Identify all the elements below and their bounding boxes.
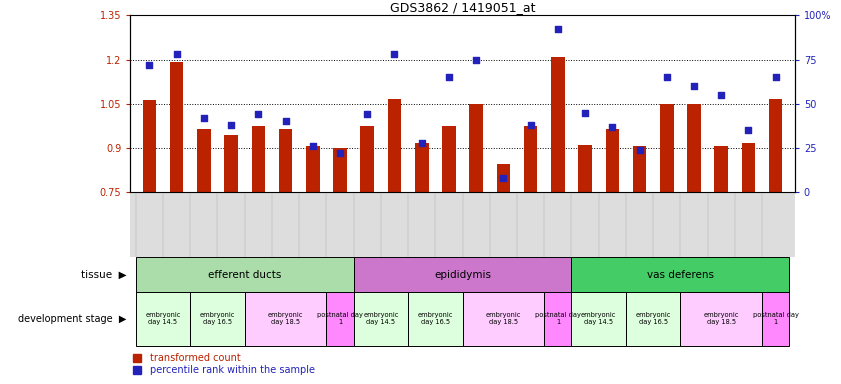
Point bbox=[333, 150, 346, 156]
Point bbox=[742, 127, 755, 133]
Text: postnatal day
1: postnatal day 1 bbox=[535, 312, 581, 325]
Bar bbox=[769, 99, 782, 192]
Bar bbox=[606, 129, 619, 192]
Bar bbox=[353, 257, 572, 292]
Text: embryonic
day 14.5: embryonic day 14.5 bbox=[145, 312, 181, 325]
Bar bbox=[415, 143, 429, 192]
Bar bbox=[190, 292, 245, 346]
Point bbox=[197, 115, 210, 121]
Bar bbox=[632, 146, 647, 192]
Bar bbox=[353, 292, 408, 346]
Bar bbox=[278, 129, 293, 192]
Bar bbox=[143, 100, 156, 192]
Point bbox=[497, 175, 510, 181]
Bar bbox=[197, 129, 211, 192]
Bar bbox=[245, 292, 326, 346]
Text: transformed count: transformed count bbox=[151, 353, 241, 363]
Bar bbox=[714, 146, 728, 192]
Text: development stage  ▶: development stage ▶ bbox=[18, 314, 126, 324]
Point bbox=[524, 122, 537, 128]
Text: postnatal day
1: postnatal day 1 bbox=[753, 312, 799, 325]
Point bbox=[469, 56, 483, 63]
Text: postnatal day
1: postnatal day 1 bbox=[317, 312, 363, 325]
Text: tissue  ▶: tissue ▶ bbox=[81, 270, 126, 280]
Bar bbox=[333, 148, 346, 192]
Title: GDS3862 / 1419051_at: GDS3862 / 1419051_at bbox=[389, 1, 536, 14]
Bar bbox=[442, 126, 456, 192]
Text: efferent ducts: efferent ducts bbox=[208, 270, 282, 280]
Point bbox=[251, 111, 265, 118]
Bar bbox=[135, 292, 190, 346]
Point bbox=[687, 83, 701, 89]
Bar bbox=[572, 292, 626, 346]
Bar bbox=[408, 292, 463, 346]
Bar bbox=[170, 63, 183, 192]
Text: embryonic
day 18.5: embryonic day 18.5 bbox=[486, 312, 521, 325]
Bar bbox=[660, 104, 674, 192]
Text: embryonic
day 16.5: embryonic day 16.5 bbox=[418, 312, 453, 325]
Point bbox=[632, 147, 646, 153]
Bar bbox=[469, 104, 483, 192]
Bar bbox=[551, 56, 564, 192]
Bar bbox=[687, 104, 701, 192]
Point bbox=[442, 74, 456, 80]
Bar bbox=[135, 257, 353, 292]
Text: embryonic
day 18.5: embryonic day 18.5 bbox=[268, 312, 304, 325]
Point bbox=[388, 51, 401, 57]
Bar bbox=[762, 292, 790, 346]
Point bbox=[361, 111, 374, 118]
Bar bbox=[680, 292, 762, 346]
Bar bbox=[463, 292, 544, 346]
Point bbox=[279, 118, 293, 124]
Text: embryonic
day 18.5: embryonic day 18.5 bbox=[704, 312, 739, 325]
Point bbox=[170, 51, 183, 57]
Text: epididymis: epididymis bbox=[434, 270, 491, 280]
Point bbox=[415, 139, 428, 146]
Text: embryonic
day 14.5: embryonic day 14.5 bbox=[363, 312, 399, 325]
Bar bbox=[388, 99, 401, 192]
Text: embryonic
day 16.5: embryonic day 16.5 bbox=[200, 312, 235, 325]
Point bbox=[715, 92, 728, 98]
Bar bbox=[572, 257, 790, 292]
Point bbox=[551, 26, 564, 33]
Point bbox=[606, 124, 619, 130]
Text: embryonic
day 16.5: embryonic day 16.5 bbox=[636, 312, 671, 325]
Bar bbox=[544, 292, 572, 346]
Bar bbox=[251, 126, 265, 192]
Point bbox=[660, 74, 674, 80]
Bar bbox=[579, 145, 592, 192]
Bar bbox=[524, 126, 537, 192]
Point bbox=[579, 109, 592, 116]
Bar bbox=[225, 135, 238, 192]
Point bbox=[306, 143, 320, 149]
Bar bbox=[361, 126, 374, 192]
Text: percentile rank within the sample: percentile rank within the sample bbox=[151, 365, 315, 375]
Point bbox=[225, 122, 238, 128]
Point bbox=[769, 74, 782, 80]
Bar bbox=[326, 292, 353, 346]
Bar bbox=[742, 143, 755, 192]
Bar bbox=[496, 164, 510, 192]
Bar bbox=[306, 146, 320, 192]
Text: vas deferens: vas deferens bbox=[647, 270, 714, 280]
Bar bbox=[626, 292, 680, 346]
Text: embryonic
day 14.5: embryonic day 14.5 bbox=[581, 312, 616, 325]
Point bbox=[143, 62, 156, 68]
